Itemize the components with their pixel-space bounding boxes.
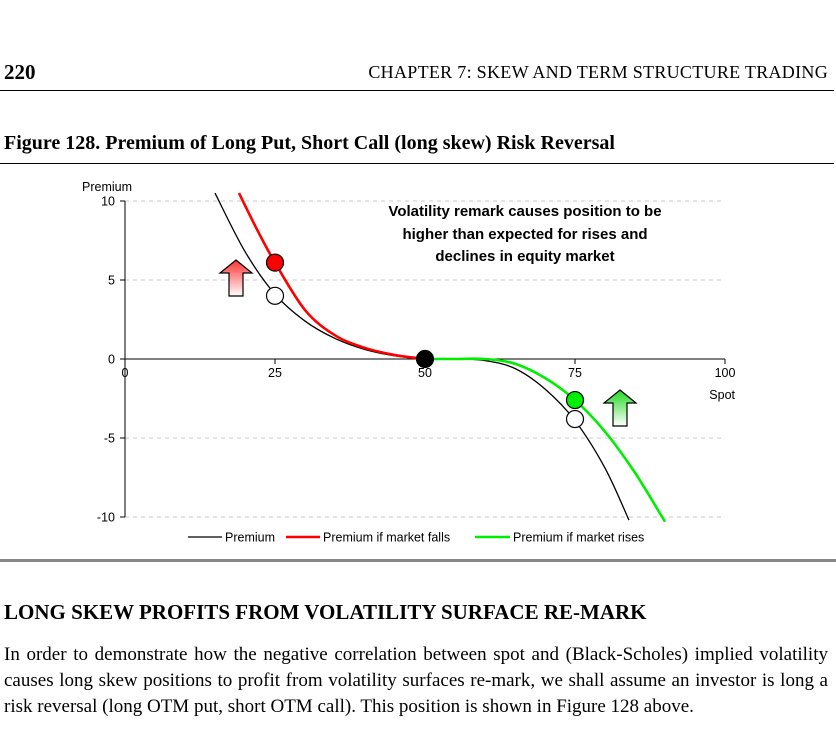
chart-grid [125,200,725,518]
up-arrow-icon [218,259,254,297]
x-tick-label: 25 [268,366,282,380]
chart-arrows [218,259,638,427]
marker-filled [565,390,585,410]
x-tick-label: 100 [715,366,736,380]
page-header: 220 CHAPTER 7: SKEW AND TERM STRUCTURE T… [0,58,832,88]
series-market-rises [425,357,667,522]
annotation-line-2: higher than expected for rises and [402,226,647,243]
x-tick-label: 75 [568,366,582,380]
legend-label-premium: Premium [225,531,275,545]
y-tick-label: -10 [97,511,115,525]
x-axis-label: Spot [709,388,735,402]
y-tick-label: -5 [104,432,115,446]
header-rule [0,90,834,91]
y-tick-label: 10 [101,195,115,209]
annotation-line-1: Volatility remark causes position to be [388,203,661,220]
series-market-falls [237,192,426,361]
marker-filled [265,253,285,272]
body-paragraph: In order to demonstrate how the negative… [4,644,828,717]
figure-bottom-rule [0,559,836,562]
chart-markers [265,253,585,429]
legend-label-market-falls: Premium if market falls [323,531,450,545]
y-tick-label: 0 [108,353,115,367]
marker-hollow [565,409,585,429]
chart-legend: Premium Premium if market falls Premium … [188,531,644,545]
legend-label-market-rises: Premium if market rises [513,531,644,545]
up-arrow-icon [602,389,638,427]
marker-filled [415,349,435,369]
x-tick-label: 50 [418,366,432,380]
page-number: 220 [4,60,36,84]
marker-hollow [265,286,285,305]
caption-rule [0,163,834,164]
section-heading: LONG SKEW PROFITS FROM VOLATILITY SURFAC… [4,600,647,624]
chapter-title: CHAPTER 7: SKEW AND TERM STRUCTURE TRADI… [368,62,828,82]
x-tick-label: 0 [122,366,129,380]
y-tick-label: 5 [108,274,115,288]
annotation-line-3: declines in equity market [435,248,614,265]
figure-caption: Figure 128. Premium of Long Put, Short C… [4,132,615,154]
y-axis-label: Premium [82,180,132,194]
